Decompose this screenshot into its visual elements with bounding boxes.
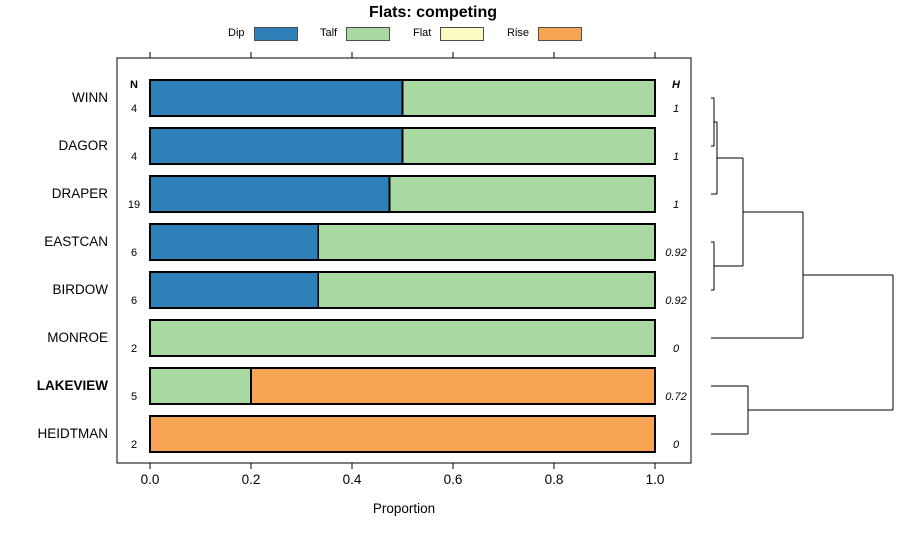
- plot-frame: [116, 57, 692, 464]
- h-column-header: H: [672, 79, 680, 91]
- x-tick-label: 0.6: [443, 472, 463, 487]
- legend-item-flat: Flat: [413, 26, 485, 41]
- n-value: 2: [130, 343, 138, 355]
- n-value: 19: [127, 199, 141, 211]
- row-label-dagor: DAGOR: [58, 138, 108, 153]
- legend-swatch-icon: [440, 26, 485, 41]
- n-value: 2: [130, 439, 138, 451]
- row-label-birdow: BIRDOW: [52, 282, 109, 297]
- row-label-monroe: MONROE: [47, 330, 108, 345]
- bar-segment-talf: [401, 127, 656, 165]
- h-value: 0.72: [665, 391, 687, 403]
- legend-swatch-icon: [538, 26, 583, 41]
- bar-segment-talf: [401, 79, 656, 117]
- bar-segment-rise: [149, 415, 656, 453]
- x-tick-label: 0.8: [544, 472, 564, 487]
- legend-label: Dip: [228, 27, 245, 39]
- n-value: 5: [130, 391, 138, 403]
- legend-item-dip: Dip: [228, 26, 298, 41]
- x-tick-label: 0.4: [342, 472, 362, 487]
- bar-segment-dip: [149, 79, 404, 117]
- h-value: 0.92: [665, 247, 687, 259]
- legend-swatch-icon: [346, 26, 391, 41]
- bar-segment-talf: [317, 223, 656, 261]
- row-label-lakeview: LAKEVIEW: [36, 378, 108, 393]
- h-value: 1: [672, 151, 680, 163]
- h-value: 1: [672, 103, 680, 115]
- n-value: 6: [130, 247, 138, 259]
- h-value: 1: [672, 199, 680, 211]
- n-value: 4: [130, 151, 138, 163]
- bar-segment-dip: [149, 223, 320, 261]
- chart-title: Flats: competing: [368, 4, 498, 21]
- row-label-winn: WINN: [72, 90, 108, 105]
- h-value: 0: [672, 439, 680, 451]
- x-tick-label: 1.0: [645, 472, 665, 487]
- x-axis-label: Proportion: [372, 501, 436, 516]
- row-label-draper: DRAPER: [51, 186, 108, 201]
- bar-segment-dip: [149, 271, 320, 309]
- bar-segment-dip: [149, 127, 404, 165]
- legend-label: Flat: [413, 27, 432, 39]
- x-tick-label: 0.0: [140, 472, 160, 487]
- x-tick-label: 0.2: [241, 472, 261, 487]
- legend-label: Rise: [507, 27, 530, 39]
- row-label-heidtman: HEIDTMAN: [37, 426, 109, 441]
- n-value: 4: [130, 103, 138, 115]
- legend-item-talf: Talf: [320, 26, 391, 41]
- bar-segment-talf: [317, 271, 656, 309]
- bar-segment-talf: [388, 175, 656, 213]
- n-column-header: N: [130, 79, 138, 91]
- h-value: 0.92: [665, 295, 687, 307]
- legend-swatch-icon: [253, 26, 298, 41]
- bar-segment-talf: [149, 367, 252, 405]
- n-value: 6: [130, 295, 138, 307]
- h-value: 0: [672, 343, 680, 355]
- legend-label: Talf: [320, 27, 338, 39]
- bar-segment-talf: [149, 319, 656, 357]
- row-label-eastcan: EASTCAN: [44, 234, 108, 249]
- legend-item-rise: Rise: [507, 26, 583, 41]
- bar-segment-rise: [250, 367, 656, 405]
- bar-segment-dip: [149, 175, 391, 213]
